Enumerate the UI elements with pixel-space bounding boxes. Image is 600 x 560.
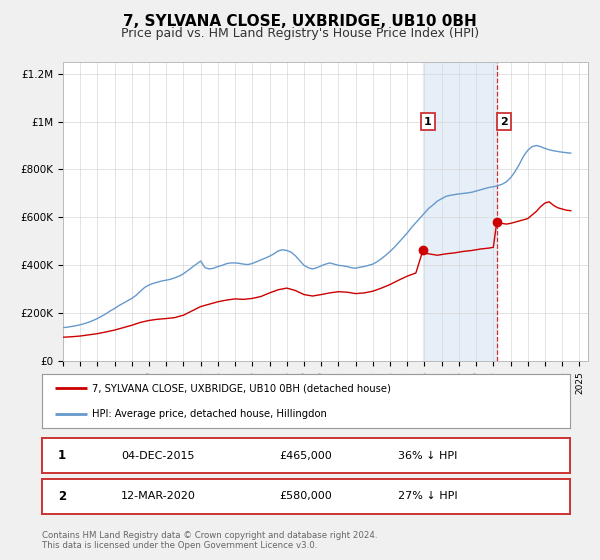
Text: 12-MAR-2020: 12-MAR-2020 xyxy=(121,491,196,501)
Text: 7, SYLVANA CLOSE, UXBRIDGE, UB10 0BH: 7, SYLVANA CLOSE, UXBRIDGE, UB10 0BH xyxy=(123,14,477,29)
Text: 2: 2 xyxy=(500,116,508,127)
Text: £580,000: £580,000 xyxy=(280,491,332,501)
Text: 04-DEC-2015: 04-DEC-2015 xyxy=(121,451,195,461)
Text: Price paid vs. HM Land Registry's House Price Index (HPI): Price paid vs. HM Land Registry's House … xyxy=(121,27,479,40)
Text: 1: 1 xyxy=(424,116,432,127)
Text: £465,000: £465,000 xyxy=(280,451,332,461)
Bar xyxy=(423,62,497,361)
Text: 2: 2 xyxy=(58,489,66,503)
Text: 1: 1 xyxy=(58,449,66,463)
Text: 36% ↓ HPI: 36% ↓ HPI xyxy=(398,451,457,461)
Text: 7, SYLVANA CLOSE, UXBRIDGE, UB10 0BH (detached house): 7, SYLVANA CLOSE, UXBRIDGE, UB10 0BH (de… xyxy=(92,384,391,393)
Text: 27% ↓ HPI: 27% ↓ HPI xyxy=(398,491,457,501)
Text: HPI: Average price, detached house, Hillingdon: HPI: Average price, detached house, Hill… xyxy=(92,409,327,418)
Text: Contains HM Land Registry data © Crown copyright and database right 2024.
This d: Contains HM Land Registry data © Crown c… xyxy=(42,531,377,550)
